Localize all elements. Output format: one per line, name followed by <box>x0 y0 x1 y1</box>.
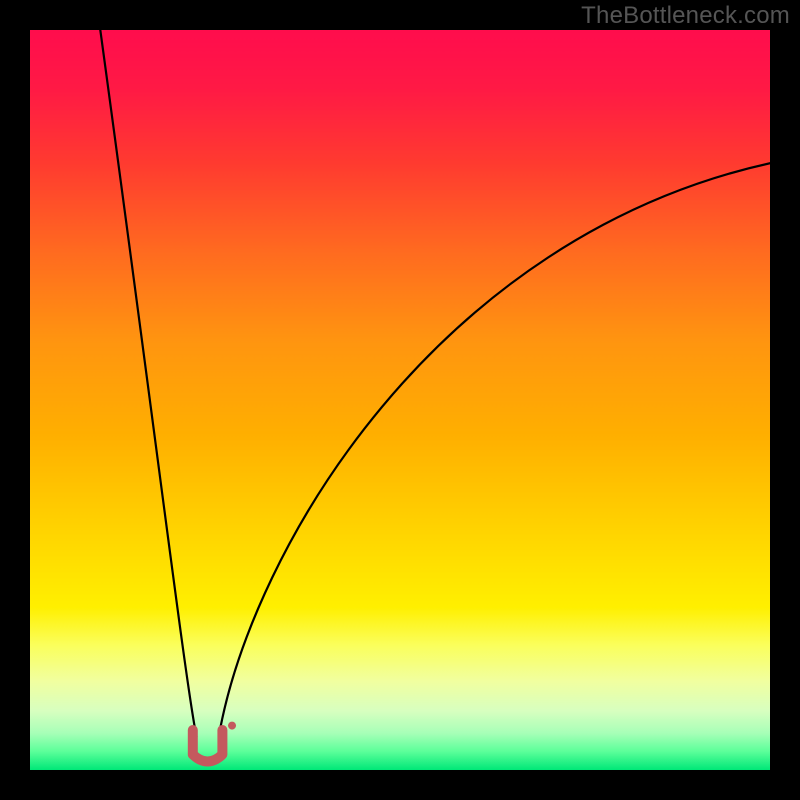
plot-area <box>30 30 770 770</box>
attribution-label: TheBottleneck.com <box>581 2 790 30</box>
chart-root: TheBottleneck.com <box>0 0 800 800</box>
curves-overlay <box>30 30 770 770</box>
u-marker-dot <box>228 722 236 730</box>
u-marker <box>193 730 223 761</box>
